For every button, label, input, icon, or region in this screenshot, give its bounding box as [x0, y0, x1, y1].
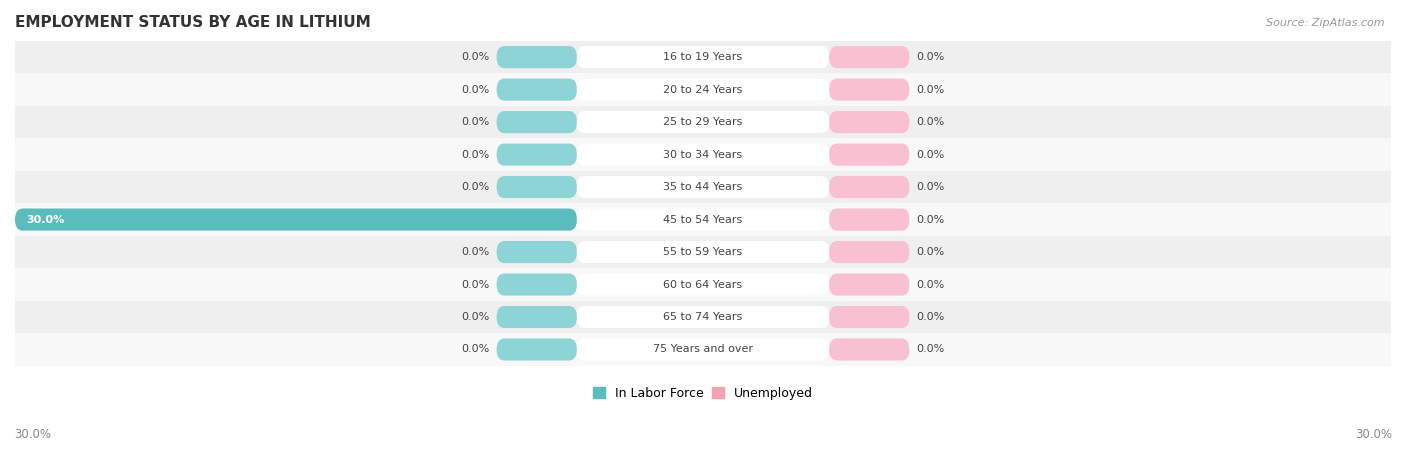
Text: 45 to 54 Years: 45 to 54 Years	[664, 215, 742, 225]
Text: 75 Years and over: 75 Years and over	[652, 345, 754, 355]
FancyBboxPatch shape	[576, 208, 830, 230]
FancyBboxPatch shape	[576, 241, 830, 263]
Text: 0.0%: 0.0%	[917, 182, 945, 192]
Text: 0.0%: 0.0%	[461, 85, 489, 94]
FancyBboxPatch shape	[496, 241, 576, 263]
FancyBboxPatch shape	[496, 338, 576, 360]
FancyBboxPatch shape	[496, 306, 576, 328]
Bar	[15, 203, 1391, 236]
Text: 60 to 64 Years: 60 to 64 Years	[664, 279, 742, 289]
Text: 65 to 74 Years: 65 to 74 Years	[664, 312, 742, 322]
Legend: In Labor Force, Unemployed: In Labor Force, Unemployed	[588, 382, 818, 405]
FancyBboxPatch shape	[576, 111, 830, 133]
FancyBboxPatch shape	[576, 274, 830, 296]
FancyBboxPatch shape	[830, 46, 910, 68]
Text: 0.0%: 0.0%	[461, 182, 489, 192]
Bar	[15, 301, 1391, 333]
Text: 30.0%: 30.0%	[14, 428, 51, 441]
Text: 20 to 24 Years: 20 to 24 Years	[664, 85, 742, 94]
Bar	[15, 106, 1391, 138]
Bar	[15, 333, 1391, 366]
FancyBboxPatch shape	[830, 176, 910, 198]
FancyBboxPatch shape	[496, 176, 576, 198]
Text: 0.0%: 0.0%	[917, 215, 945, 225]
Text: 35 to 44 Years: 35 to 44 Years	[664, 182, 742, 192]
FancyBboxPatch shape	[830, 274, 910, 296]
FancyBboxPatch shape	[496, 274, 576, 296]
Text: 0.0%: 0.0%	[917, 85, 945, 94]
Text: 25 to 29 Years: 25 to 29 Years	[664, 117, 742, 127]
FancyBboxPatch shape	[15, 208, 576, 230]
Text: 0.0%: 0.0%	[917, 345, 945, 355]
Bar	[15, 73, 1391, 106]
Bar	[15, 268, 1391, 301]
FancyBboxPatch shape	[496, 144, 576, 166]
Text: 0.0%: 0.0%	[461, 279, 489, 289]
FancyBboxPatch shape	[830, 208, 910, 230]
FancyBboxPatch shape	[576, 306, 830, 328]
Text: 0.0%: 0.0%	[917, 117, 945, 127]
Bar	[15, 138, 1391, 171]
FancyBboxPatch shape	[576, 338, 830, 360]
Text: 16 to 19 Years: 16 to 19 Years	[664, 52, 742, 62]
Text: 0.0%: 0.0%	[461, 149, 489, 160]
FancyBboxPatch shape	[576, 144, 830, 166]
FancyBboxPatch shape	[496, 111, 576, 133]
Bar	[15, 41, 1391, 73]
FancyBboxPatch shape	[830, 241, 910, 263]
Text: 0.0%: 0.0%	[917, 279, 945, 289]
FancyBboxPatch shape	[830, 306, 910, 328]
Text: 30 to 34 Years: 30 to 34 Years	[664, 149, 742, 160]
Text: 0.0%: 0.0%	[461, 312, 489, 322]
FancyBboxPatch shape	[830, 338, 910, 360]
Bar	[15, 236, 1391, 268]
FancyBboxPatch shape	[830, 79, 910, 101]
Text: EMPLOYMENT STATUS BY AGE IN LITHIUM: EMPLOYMENT STATUS BY AGE IN LITHIUM	[15, 15, 371, 30]
FancyBboxPatch shape	[830, 144, 910, 166]
FancyBboxPatch shape	[576, 176, 830, 198]
Text: 0.0%: 0.0%	[917, 312, 945, 322]
Text: 55 to 59 Years: 55 to 59 Years	[664, 247, 742, 257]
FancyBboxPatch shape	[496, 79, 576, 101]
FancyBboxPatch shape	[576, 46, 830, 68]
Text: 30.0%: 30.0%	[1355, 428, 1392, 441]
Text: 0.0%: 0.0%	[917, 247, 945, 257]
Text: 0.0%: 0.0%	[461, 247, 489, 257]
Text: 0.0%: 0.0%	[917, 149, 945, 160]
FancyBboxPatch shape	[576, 79, 830, 101]
Bar	[15, 171, 1391, 203]
Text: 30.0%: 30.0%	[27, 215, 65, 225]
Text: Source: ZipAtlas.com: Source: ZipAtlas.com	[1267, 18, 1385, 28]
FancyBboxPatch shape	[496, 46, 576, 68]
FancyBboxPatch shape	[830, 111, 910, 133]
Text: 0.0%: 0.0%	[461, 52, 489, 62]
Text: 0.0%: 0.0%	[461, 345, 489, 355]
Text: 0.0%: 0.0%	[917, 52, 945, 62]
Text: 0.0%: 0.0%	[461, 117, 489, 127]
